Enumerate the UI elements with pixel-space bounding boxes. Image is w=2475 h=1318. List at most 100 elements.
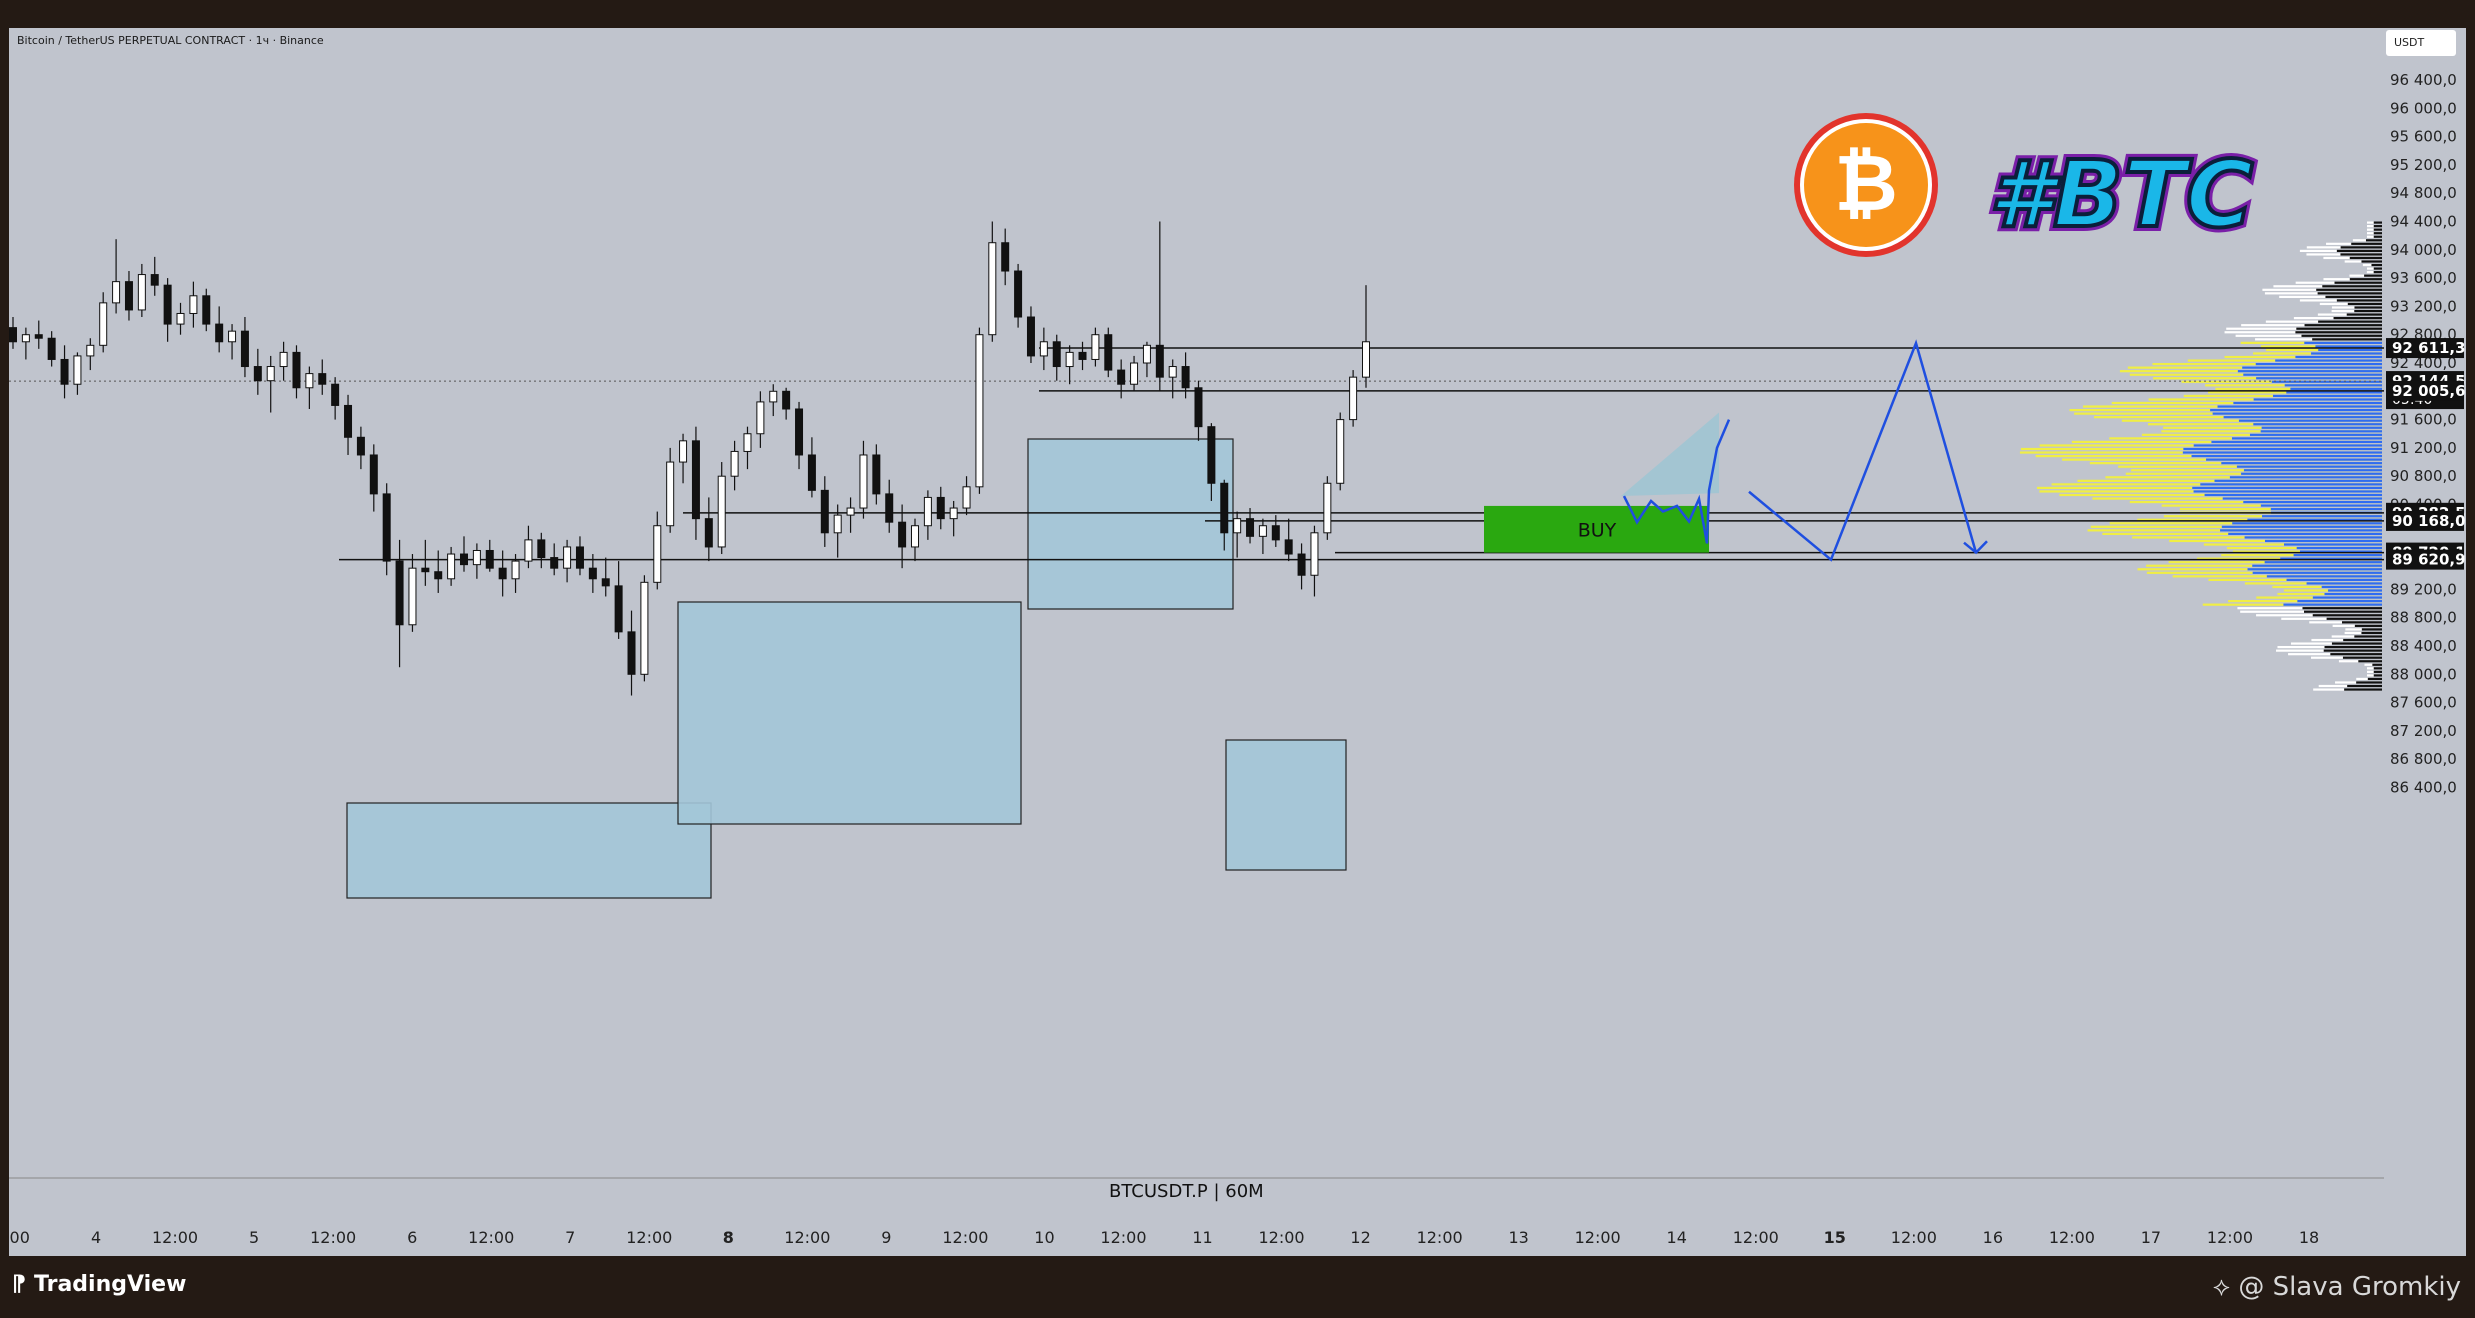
- candle: [563, 546, 572, 569]
- volume-bar: [2238, 419, 2382, 422]
- candle: [769, 390, 778, 403]
- volume-bar: [2243, 373, 2382, 376]
- candle: [344, 404, 353, 438]
- chart-frame: BUY 96 400,0 96 000,0 95 600,0 95 200,0 94 80…: [9, 28, 2466, 1256]
- candle: [653, 525, 662, 583]
- consolidation-zone: [677, 601, 1022, 825]
- candle: [1233, 518, 1242, 534]
- volume-bar: [2354, 306, 2382, 309]
- volume-bar: [2356, 681, 2382, 684]
- candle: [1052, 341, 1061, 368]
- candle: [962, 486, 971, 509]
- volume-bar: [2242, 366, 2382, 369]
- candle: [202, 295, 211, 325]
- candle: [575, 546, 584, 569]
- volume-bar: [2373, 221, 2382, 224]
- volume-bar: [2286, 391, 2382, 394]
- x-tick-label: 12:00: [2049, 1228, 2095, 1247]
- candle: [988, 242, 997, 336]
- volume-bar: [2272, 394, 2382, 398]
- candle: [704, 518, 713, 548]
- projection-path: [1748, 339, 1978, 562]
- candle: [1284, 539, 1293, 555]
- x-tick-label: 16: [1983, 1228, 2003, 1247]
- volume-bar: [2333, 317, 2382, 320]
- y-tick-label: 96 000,0: [2390, 99, 2457, 117]
- volume-bar: [2311, 352, 2382, 355]
- volume-bar: [2312, 338, 2382, 341]
- volume-bar: [2349, 278, 2382, 281]
- volume-bar: [2334, 281, 2382, 284]
- volume-bar: [2253, 398, 2382, 401]
- volume-bar: [2191, 454, 2382, 458]
- candle: [1001, 242, 1010, 272]
- candle: [240, 330, 249, 368]
- price-label-text: 90 168,0: [2392, 512, 2466, 530]
- volume-bar: [2342, 656, 2382, 659]
- volume-bar: [2220, 529, 2382, 532]
- candle: [485, 549, 494, 569]
- volume-bar: [2373, 670, 2382, 673]
- y-tick-label: 96 400,0: [2390, 71, 2457, 89]
- volume-bar: [2247, 518, 2382, 521]
- currency-badge[interactable]: USDT: [2386, 30, 2456, 56]
- volume-bar: [2229, 476, 2382, 479]
- y-tick-label: 87 600,0: [2390, 694, 2457, 712]
- candle: [807, 454, 816, 491]
- candle: [1297, 553, 1306, 576]
- candle: [1026, 316, 1035, 357]
- x-tick-label: 12:00: [1891, 1228, 1937, 1247]
- x-tick-label: 11: [1192, 1228, 1212, 1247]
- candle: [73, 355, 82, 385]
- candle: [1091, 334, 1100, 360]
- volume-bar: [2212, 412, 2382, 415]
- symbol-label: BTCUSDT.P | 60M: [1109, 1181, 1264, 1202]
- volume-bar: [2373, 235, 2382, 238]
- price-chart[interactable]: BUY 96 400,0 96 000,0 95 600,0 95 200,0 94 80…: [9, 28, 2466, 1256]
- candle: [1039, 341, 1048, 357]
- x-tick-label: 13: [1508, 1228, 1528, 1247]
- volume-bar: [2326, 617, 2382, 620]
- x-tick-label: 18: [2299, 1228, 2319, 1247]
- candle: [253, 366, 262, 382]
- tradingview-logo[interactable]: ⁋ TradingView: [12, 1272, 186, 1297]
- candle: [691, 440, 700, 520]
- candle: [859, 454, 868, 509]
- candle: [215, 323, 224, 343]
- candle: [833, 514, 842, 534]
- volume-bar: [2306, 582, 2382, 585]
- candle: [511, 560, 520, 580]
- consolidation-zone: [1225, 739, 1347, 871]
- candle: [1168, 366, 1177, 378]
- volume-bar: [2290, 387, 2382, 390]
- volume-bar: [2266, 575, 2382, 578]
- candle: [1220, 482, 1229, 534]
- volume-bar: [2316, 288, 2382, 291]
- candle: [112, 281, 121, 304]
- x-tick-label: 10: [1034, 1228, 1054, 1247]
- volume-bar: [2247, 568, 2382, 571]
- tradingview-brand: TradingView: [34, 1272, 187, 1297]
- x-tick-label: 12:00: [2207, 1228, 2253, 1247]
- candle: [21, 334, 30, 343]
- volume-bar: [2262, 515, 2382, 518]
- volume-bar: [2304, 341, 2382, 344]
- volume-bar: [2275, 359, 2382, 362]
- candle: [60, 358, 69, 385]
- tradingview-icon: ⁋: [12, 1272, 26, 1297]
- candle: [305, 373, 314, 389]
- volume-bar: [2346, 313, 2382, 316]
- volume-bar: [2351, 242, 2382, 245]
- volume-bar: [2322, 285, 2382, 288]
- volume-bar: [2293, 554, 2382, 557]
- volume-bar: [2211, 440, 2382, 444]
- candle: [782, 390, 791, 410]
- volume-bar: [2193, 444, 2382, 447]
- volume-bar: [2232, 522, 2382, 525]
- volume-bar: [2256, 377, 2382, 380]
- x-tick-label: 12:00: [152, 1228, 198, 1247]
- buy-label: BUY: [1578, 519, 1617, 541]
- volume-bar: [2264, 561, 2382, 564]
- price-label: [2386, 549, 2464, 570]
- candle: [356, 436, 365, 456]
